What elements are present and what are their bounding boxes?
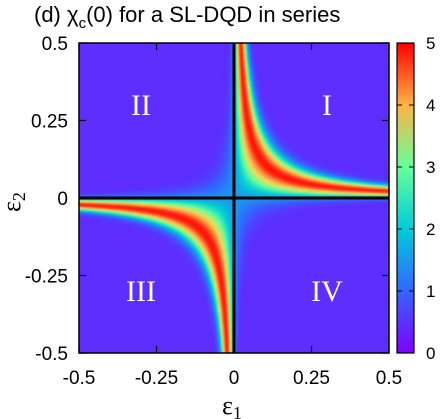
x-tick-label: 0.25 xyxy=(293,368,330,389)
x-tick-label: -0.25 xyxy=(135,368,178,389)
y-tick-label: 0 xyxy=(57,189,68,210)
chart-title-subscript: c xyxy=(79,15,87,32)
y-axis-ticks: 0.5 0.25 0 -0.25 -0.5 xyxy=(25,34,389,365)
x-axis-ticks: -0.5 -0.25 0 0.25 0.5 xyxy=(63,43,402,389)
y-tick-label: -0.5 xyxy=(35,344,68,365)
x-axis-label: ε1 xyxy=(222,391,242,419)
colorbar-tick-label: 0 xyxy=(426,344,435,363)
y-axis-label-main: ε xyxy=(0,201,26,212)
quadrant-label-iii: III xyxy=(126,275,156,308)
y-tick-label: -0.25 xyxy=(25,267,68,288)
quadrant-label-i: I xyxy=(322,89,332,122)
colorbar-ticks: 5 4 3 2 1 0 xyxy=(397,34,435,363)
colorbar-tick-label: 4 xyxy=(426,96,435,115)
x-axis-label-main: ε xyxy=(222,391,233,419)
colorbar-gradient xyxy=(396,42,415,354)
chart-title: (d) χc(0) for a SL-DQD in series xyxy=(34,2,340,32)
x-tick-label: 0.5 xyxy=(376,368,402,389)
y-axis-label: ε2 xyxy=(0,192,29,212)
colorbar-tick-label: 1 xyxy=(426,282,435,301)
x-tick-label: -0.5 xyxy=(63,368,96,389)
y-tick-label: 0.25 xyxy=(31,112,68,133)
quadrant-label-ii: II xyxy=(131,89,151,122)
chart-title-suffix: (0) for a SL-DQD in series xyxy=(86,2,340,27)
quadrant-label-iv: IV xyxy=(311,275,343,308)
y-axis-label-sub: 2 xyxy=(9,192,29,201)
x-tick-label: 0 xyxy=(229,368,240,389)
colorbar-tick-label: 2 xyxy=(426,220,435,239)
colorbar-tick-label: 3 xyxy=(426,158,435,177)
colorbar-tick-label: 5 xyxy=(426,34,435,53)
y-tick-label: 0.5 xyxy=(42,34,68,55)
colorbar: 5 4 3 2 1 0 xyxy=(396,34,435,363)
chart-title-prefix: (d) χ xyxy=(34,2,79,27)
x-axis-label-sub: 1 xyxy=(233,403,242,419)
